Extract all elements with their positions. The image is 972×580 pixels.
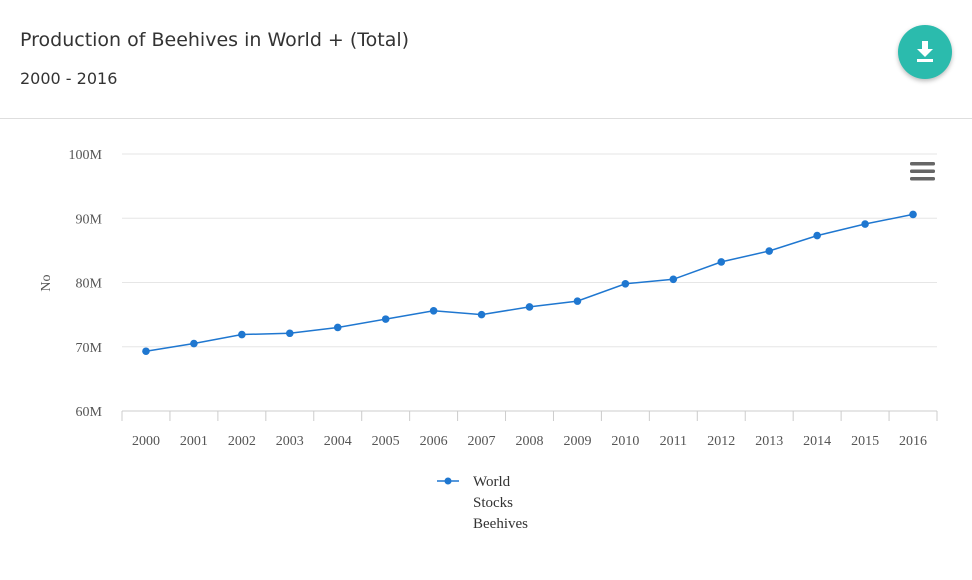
x-tick-label: 2010 [611,434,639,449]
chart-title: Production of Beehives in World + (Total… [20,29,410,51]
x-tick-label: 2000 [132,434,160,449]
data-point[interactable] [909,210,917,219]
x-tick-label: 2016 [899,434,927,449]
data-point[interactable] [333,323,342,332]
y-axis-label: No [39,274,54,291]
y-tick-label: 70M [76,341,103,356]
legend[interactable]: World Stocks Beehives [437,474,528,532]
x-tick-label: 2001 [180,434,208,449]
y-tick-label: 90M [76,212,103,227]
data-point[interactable] [573,297,582,305]
data-point[interactable] [429,306,438,315]
grid-lines [122,153,937,348]
data-point[interactable] [621,279,630,288]
download-icon [917,41,933,62]
data-point[interactable] [142,347,150,356]
x-tick-label: 2013 [755,434,783,449]
data-point[interactable] [669,275,678,284]
chart-subtitle: 2000 - 2016 [20,69,118,88]
line-chart: 60M 70M 80M 90M 100M No 2000 2001 2002 2003 2004… [39,148,938,532]
x-tick-label: 2015 [851,434,879,449]
y-tick-label: 80M [76,277,103,292]
x-axis: 2000 2001 2002 2003 2004 2005 2006 2007 2008 2009… [121,410,938,449]
data-point[interactable] [285,329,294,338]
download-button[interactable] [898,25,952,79]
x-tick-label: 2007 [468,434,496,449]
legend-label-line-3: Beehives [473,516,528,532]
legend-label-line-2: Stocks [473,495,513,511]
x-tick-label: 2006 [420,434,448,449]
data-point[interactable] [238,330,246,339]
data-point[interactable] [717,258,726,266]
legend-label-line-1: World [473,474,511,490]
y-tick-label: 60M [76,405,103,420]
data-point[interactable] [861,220,869,228]
chart-header: Production of Beehives in World + (Total… [0,0,972,119]
series-world-stocks-beehives [142,210,917,356]
x-tick-label: 2014 [803,434,831,449]
data-point[interactable] [381,315,390,323]
hamburger-menu-icon[interactable] [910,162,935,181]
legend-point-marker [444,477,452,485]
x-tick-label: 2003 [276,434,304,449]
x-tick-label: 2011 [660,434,687,449]
data-point[interactable] [765,247,774,255]
data-point[interactable] [813,231,821,240]
data-point[interactable] [190,339,198,348]
data-point[interactable] [477,310,486,319]
y-tick-label: 100M [69,148,103,163]
x-tick-label: 2012 [707,434,735,449]
data-point[interactable] [525,303,534,311]
x-tick-label: 2008 [516,434,544,449]
x-tick-label: 2002 [228,434,256,449]
x-tick-label: 2009 [563,434,591,449]
x-tick-label: 2004 [324,434,352,449]
x-tick-label: 2005 [372,434,400,449]
y-axis-ticks: 60M 70M 80M 90M 100M [69,148,103,420]
